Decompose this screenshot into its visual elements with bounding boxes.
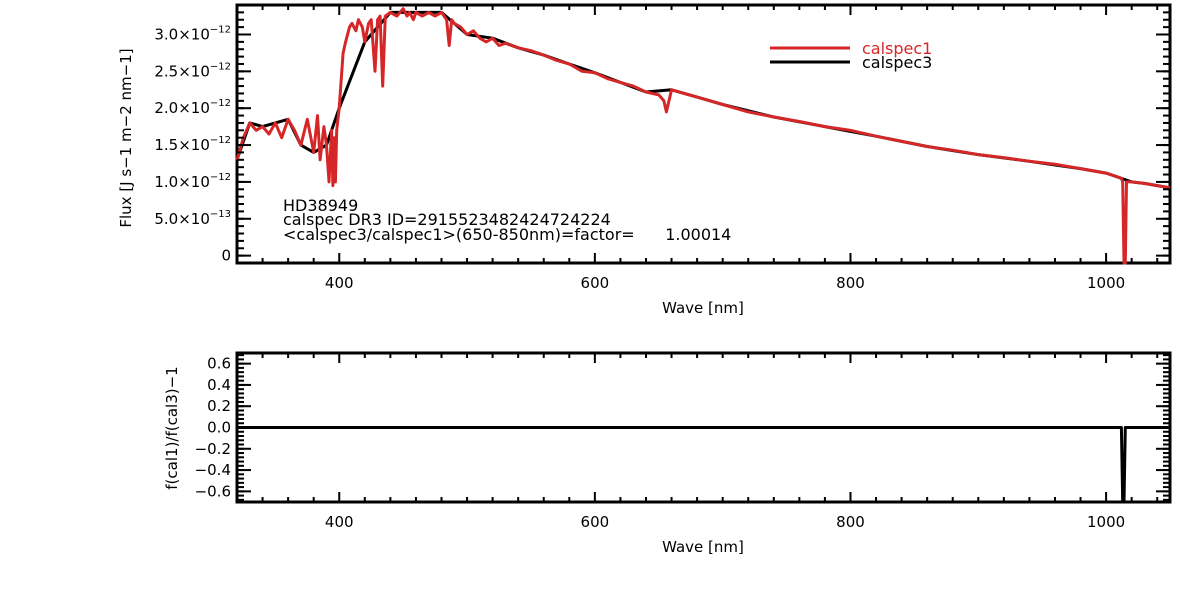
ratio-series-line-series-0 — [237, 426, 1170, 504]
flux-x-tick-label: 800 — [836, 274, 865, 292]
ratio-y-tick-label: −0.2 — [195, 440, 231, 458]
flux-plot-frame — [235, 3, 1172, 265]
ratio-y-tick-label: 0.4 — [207, 376, 231, 394]
ratio-y-axis-title: f(cal1)/f(cal3)−1 — [163, 366, 181, 489]
flux-y-tick-label: 5.0×10−13 — [154, 209, 231, 228]
annotation-calspec-id: calspec DR3 ID=2915523482424724224 — [283, 210, 611, 229]
ratio-y-tick-label: −0.6 — [195, 482, 231, 500]
flux-y-tick-label: 1.5×10−12 — [154, 135, 231, 154]
ratio-y-tick-label: 0.2 — [207, 397, 231, 415]
ratio-x-tick-label: 800 — [836, 513, 865, 531]
flux-y-tick-label: 1.0×10−12 — [154, 172, 231, 191]
ratio-y-tick-label: −0.4 — [195, 461, 231, 479]
flux-y-ticks: 0 5.0×10−13 1.0×10−12 1.5×10−12 2.0×10−12 2.5… — [154, 4, 1170, 265]
annotation-star-name: HD38949 — [283, 196, 358, 215]
annotation-factor: <calspec3/calspec1>(650-850nm)=factor= 1… — [283, 225, 731, 244]
flux-x-tick-label: 1000 — [1087, 274, 1125, 292]
flux-y-tick-label: 0 — [221, 247, 231, 265]
flux-x-axis-title: Wave [nm] — [662, 299, 744, 317]
flux-x-tick-label: 400 — [325, 274, 354, 292]
flux-y-tick-label: 2.5×10−12 — [154, 61, 231, 80]
flux-panel: 400 600 800 1000 0 5.0×10−13 1.0×10−12 1.5×10−… — [117, 3, 1172, 317]
flux-series-layer — [235, 7, 1171, 265]
ratio-y-tick-label: 0.0 — [207, 419, 231, 437]
ratio-series-layer — [237, 426, 1170, 504]
flux-y-tick-label: 2.0×10−12 — [154, 98, 231, 117]
ratio-x-tick-label: 400 — [325, 513, 354, 531]
ratio-y-tick-label: 0.6 — [207, 355, 231, 373]
ratio-y-ticks: 0.6 0.4 0.2 0.0 −0.2 −0.4 −0.6 — [195, 354, 1170, 501]
legend: calspec1 calspec3 — [770, 39, 932, 72]
flux-y-axis-title: Flux [J s−1 m−2 nm−1] — [117, 48, 135, 227]
ratio-x-tick-label: 600 — [581, 513, 610, 531]
ratio-x-tick-label: 1000 — [1087, 513, 1125, 531]
flux-series-line-calspec1 — [235, 7, 1171, 265]
ratio-x-ticks: 400 600 800 1000 — [261, 353, 1159, 531]
ratio-panel: 400 600 800 1000 0.6 0.4 0.2 0.0 −0.2 −0.4 −0.6 W… — [163, 351, 1172, 556]
flux-x-tick-label: 600 — [581, 274, 610, 292]
legend-label-calspec3: calspec3 — [862, 53, 932, 72]
flux-x-ticks: 400 600 800 1000 — [261, 5, 1159, 292]
flux-y-tick-label: 3.0×10−12 — [154, 24, 231, 43]
ratio-x-axis-title: Wave [nm] — [662, 538, 744, 556]
legend-label-calspec1: calspec1 — [862, 39, 932, 58]
